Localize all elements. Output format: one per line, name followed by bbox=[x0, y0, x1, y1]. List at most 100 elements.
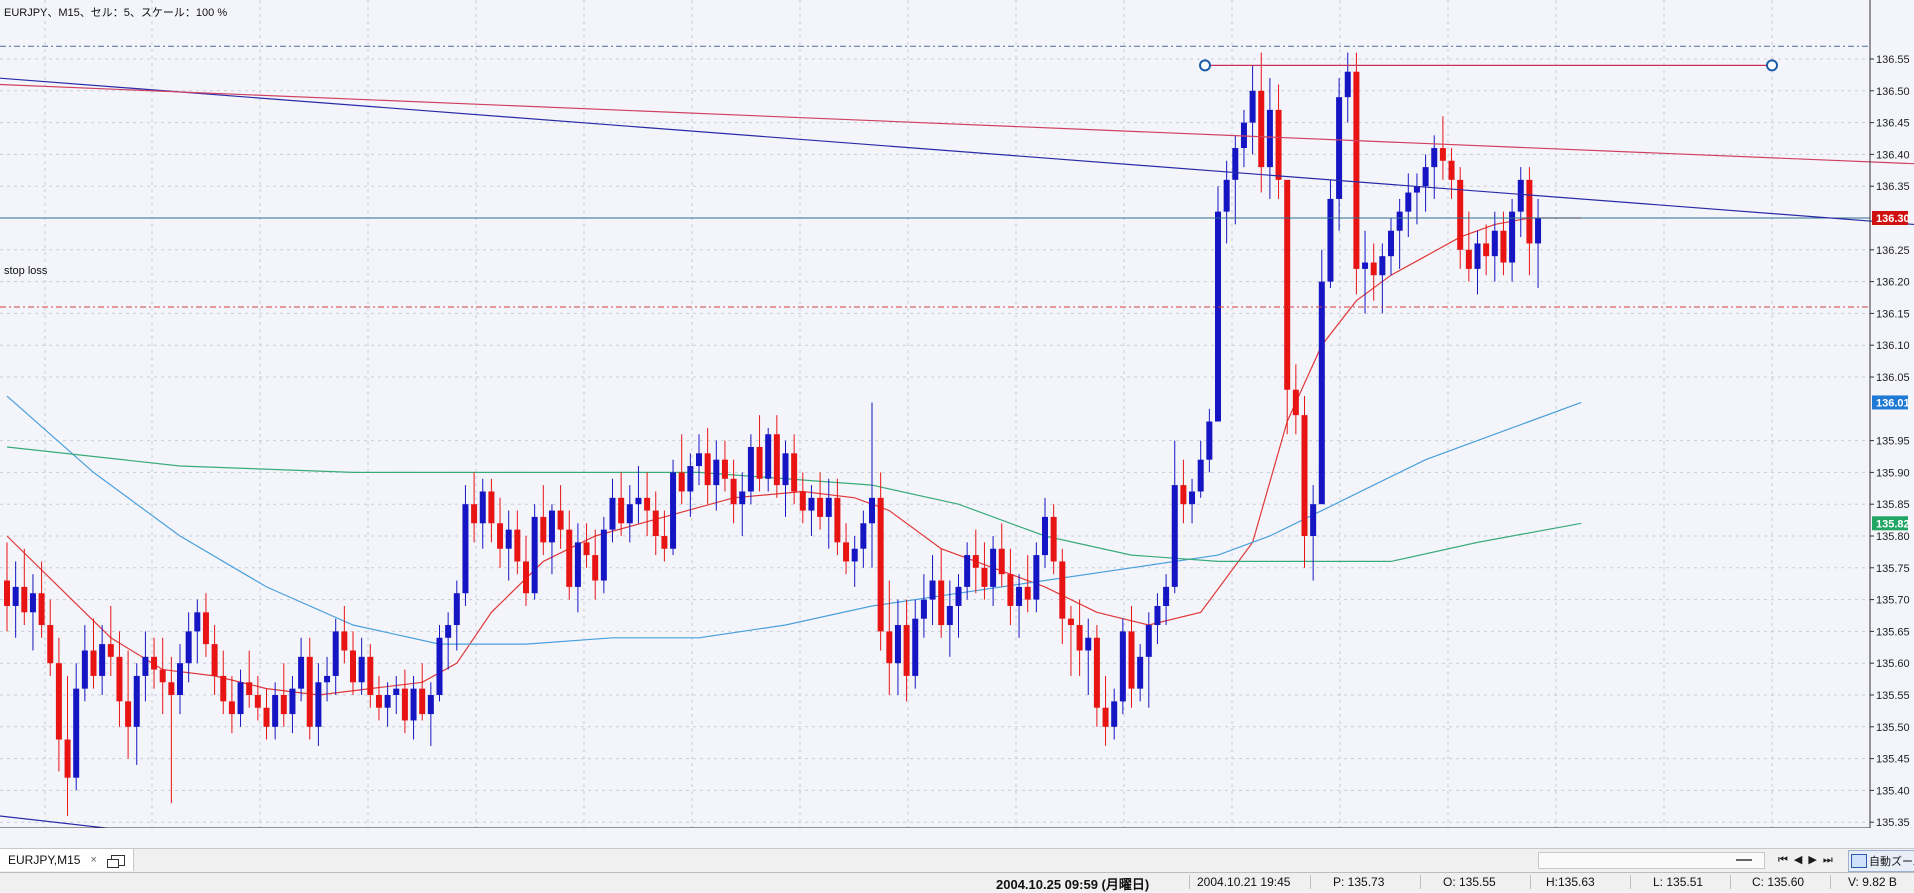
candle-bullish bbox=[479, 478, 486, 549]
candle-body bbox=[626, 504, 633, 524]
candle-body bbox=[384, 695, 391, 708]
candle-bullish bbox=[1318, 249, 1325, 505]
candle-body bbox=[1292, 389, 1299, 416]
candle-bullish bbox=[332, 618, 339, 695]
candle-body bbox=[29, 593, 36, 613]
candle-body bbox=[99, 644, 106, 676]
candle-body bbox=[704, 453, 711, 486]
candle-body bbox=[635, 497, 642, 505]
candle-bearish bbox=[471, 472, 478, 543]
candle-body bbox=[851, 548, 858, 562]
price-tick-label: 136.10 bbox=[1876, 340, 1910, 352]
candle-body bbox=[185, 631, 192, 664]
candle-bearish bbox=[1059, 548, 1066, 645]
candle-bullish bbox=[1379, 243, 1386, 314]
candle-bearish bbox=[1301, 396, 1308, 568]
nav-prev-icon[interactable]: ◀ bbox=[1793, 854, 1803, 866]
nav-first-icon[interactable]: ⏮ bbox=[1778, 854, 1788, 866]
candle-bullish bbox=[1405, 173, 1412, 238]
candle-bearish bbox=[1024, 555, 1031, 613]
candle-bearish bbox=[557, 485, 564, 549]
candle-body bbox=[81, 650, 88, 689]
candle-body bbox=[211, 644, 218, 676]
candle-body bbox=[453, 593, 460, 626]
candle-body bbox=[1085, 637, 1092, 651]
chart-tab[interactable]: EURJPY,M15 × bbox=[0, 849, 134, 871]
scrollbar-thumb[interactable] bbox=[1736, 859, 1752, 861]
candle-bullish bbox=[635, 466, 642, 524]
candle-bearish bbox=[644, 472, 651, 536]
candle-body bbox=[938, 580, 945, 626]
candle-bearish bbox=[1465, 211, 1472, 282]
candle-body bbox=[1163, 586, 1170, 606]
candle-body bbox=[1344, 71, 1351, 98]
candle-bearish bbox=[55, 637, 62, 772]
candle-body bbox=[1318, 281, 1325, 505]
candle-body bbox=[315, 682, 322, 727]
chart-area[interactable]: 136.55 136.50 136.45 136.40 136.35 136.25 136.… bbox=[0, 0, 1914, 828]
candle-body bbox=[1033, 555, 1040, 600]
candle-body bbox=[202, 612, 209, 645]
horizontal-scrollbar[interactable] bbox=[1538, 852, 1765, 869]
candle-body bbox=[1405, 192, 1412, 212]
auto-zoom-label: 自動ズーム bbox=[1869, 856, 1914, 868]
price-marker-badge bbox=[1872, 516, 1908, 531]
candle-bullish bbox=[1111, 688, 1118, 740]
candle-bullish bbox=[1085, 618, 1092, 695]
auto-zoom-button[interactable]: 自動ズーム bbox=[1848, 850, 1914, 872]
candle-bearish bbox=[1007, 548, 1014, 626]
candle-bearish bbox=[21, 548, 28, 626]
candle-bullish bbox=[1223, 160, 1230, 244]
candle-bullish bbox=[1249, 65, 1256, 155]
candle-body bbox=[1111, 701, 1118, 727]
candle-body bbox=[523, 561, 529, 594]
price-tick-label: 135.55 bbox=[1876, 690, 1910, 702]
candle-body bbox=[272, 695, 279, 727]
candle-bearish bbox=[566, 510, 573, 600]
candle-body bbox=[773, 434, 780, 486]
candle-bullish bbox=[1240, 109, 1247, 168]
candle-body bbox=[894, 625, 901, 664]
candle-bullish bbox=[142, 631, 149, 702]
candle-bullish bbox=[1119, 618, 1126, 715]
candle-body bbox=[1413, 186, 1420, 193]
blue-upper-trendline bbox=[0, 77, 1914, 226]
candle-body bbox=[90, 650, 97, 676]
candle-bullish bbox=[73, 663, 80, 791]
candle-body bbox=[445, 625, 452, 638]
price-marker-badge bbox=[1872, 395, 1908, 410]
close-icon[interactable]: × bbox=[90, 854, 97, 866]
price-tick-label: 136.05 bbox=[1876, 372, 1910, 384]
candle-bearish bbox=[799, 472, 806, 524]
candle-bearish bbox=[1102, 675, 1109, 746]
candle-bearish bbox=[981, 542, 988, 600]
candle-body bbox=[1336, 97, 1343, 199]
candle-body bbox=[592, 555, 599, 581]
candle-bearish bbox=[220, 650, 227, 715]
candle-body bbox=[1102, 707, 1109, 727]
candle-bullish bbox=[436, 625, 443, 702]
candle-bullish bbox=[929, 555, 936, 626]
candle-body bbox=[1509, 211, 1516, 263]
candle-bullish bbox=[237, 669, 244, 727]
chart-label: EURJPY、M15、セル：5、スケール：100 % bbox=[4, 6, 227, 19]
candle-body bbox=[220, 675, 227, 702]
candle-bullish bbox=[81, 625, 88, 702]
resistance-handle-right bbox=[1766, 59, 1778, 72]
price-tick-label: 135.60 bbox=[1876, 658, 1910, 670]
candle-bearish bbox=[107, 605, 114, 676]
nav-next-icon[interactable]: ▶ bbox=[1808, 854, 1817, 866]
candle-body bbox=[1197, 459, 1204, 492]
price-tick-label: 135.90 bbox=[1876, 467, 1910, 479]
candle-body bbox=[462, 504, 469, 594]
candle-body bbox=[869, 497, 875, 524]
ma-slow-line bbox=[6, 446, 1582, 563]
nav-last-icon[interactable]: ⏭ bbox=[1822, 854, 1833, 866]
candle-body bbox=[341, 631, 348, 651]
price-tick-label: 135.65 bbox=[1876, 626, 1910, 638]
candle-bearish bbox=[202, 593, 209, 657]
window-icon[interactable] bbox=[106, 854, 125, 868]
status-open: O: 135.55 bbox=[1443, 875, 1496, 889]
candle-bearish bbox=[730, 459, 737, 524]
candle-bearish bbox=[38, 561, 45, 638]
